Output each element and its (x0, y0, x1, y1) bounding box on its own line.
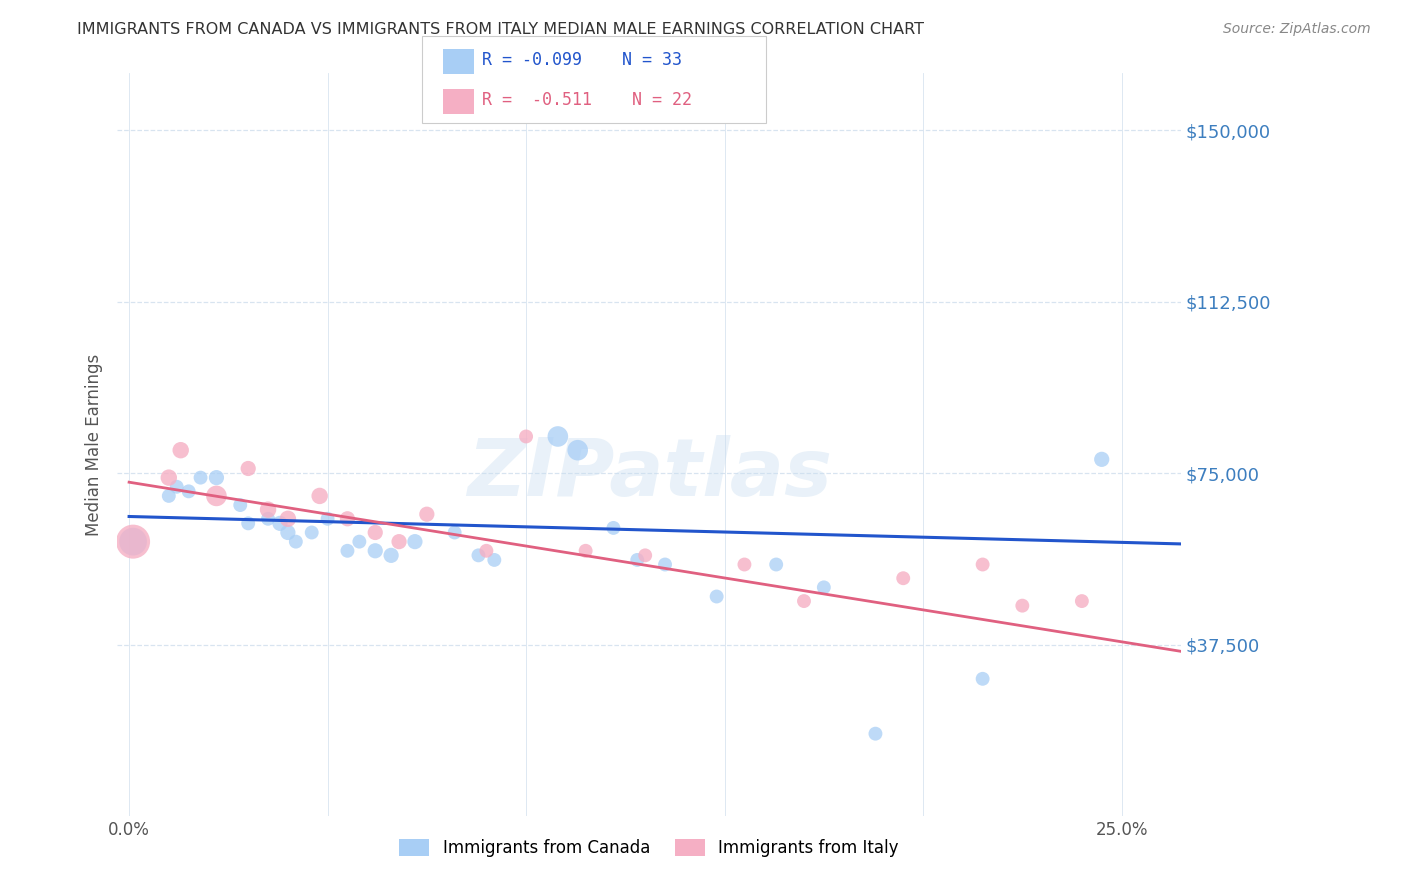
Point (626, 553, 648, 567)
Text: R =  -0.511    N = 22: R = -0.511 N = 22 (482, 91, 692, 109)
Point (765, 558, 787, 572)
Point (229, 498, 252, 512)
Point (238, 516, 260, 531)
Point (122, 534, 145, 549)
Point (404, 534, 426, 549)
Point (205, 470, 228, 484)
Point (316, 512, 339, 526)
Text: ZIPatlas: ZIPatlas (467, 435, 832, 513)
Point (238, 461, 260, 475)
Point (257, 512, 280, 526)
Point (1011, 599, 1033, 613)
Point (634, 549, 657, 563)
Point (443, 525, 465, 540)
Point (972, 558, 994, 572)
Point (813, 580, 835, 594)
Point (336, 512, 359, 526)
Text: IMMIGRANTS FROM CANADA VS IMMIGRANTS FROM ITALY MEDIAN MALE EARNINGS CORRELATION: IMMIGRANTS FROM CANADA VS IMMIGRANTS FRO… (77, 22, 924, 37)
Legend: Immigrants from Canada, Immigrants from Italy: Immigrants from Canada, Immigrants from … (392, 832, 905, 863)
Point (793, 594, 815, 608)
Point (1091, 452, 1114, 467)
Text: R = -0.099    N = 33: R = -0.099 N = 33 (482, 51, 682, 69)
Point (257, 502, 280, 516)
Point (416, 507, 439, 521)
Point (157, 470, 180, 484)
Point (166, 480, 188, 494)
Point (177, 484, 200, 499)
Point (567, 443, 589, 458)
Point (364, 525, 387, 540)
Point (301, 525, 323, 540)
Y-axis label: Median Male Earnings: Median Male Earnings (86, 353, 103, 535)
Point (157, 489, 180, 503)
Point (277, 525, 299, 540)
Point (170, 443, 193, 458)
Point (1070, 594, 1092, 608)
Point (891, 571, 914, 585)
Point (972, 672, 994, 686)
Point (284, 534, 307, 549)
Point (364, 543, 387, 558)
Point (190, 470, 212, 484)
Point (467, 549, 489, 563)
Point (706, 590, 728, 604)
Point (308, 489, 330, 503)
Point (269, 516, 291, 531)
Point (515, 429, 537, 443)
Point (475, 543, 498, 558)
Point (865, 727, 887, 741)
Point (122, 534, 145, 549)
Point (380, 549, 402, 563)
Point (547, 429, 569, 443)
Point (575, 543, 598, 558)
Point (484, 553, 506, 567)
Text: Source: ZipAtlas.com: Source: ZipAtlas.com (1223, 22, 1371, 37)
Point (336, 543, 359, 558)
Point (654, 558, 676, 572)
Point (388, 534, 411, 549)
Point (733, 558, 755, 572)
Point (205, 489, 228, 503)
Point (602, 521, 624, 535)
Point (349, 534, 371, 549)
Point (277, 512, 299, 526)
